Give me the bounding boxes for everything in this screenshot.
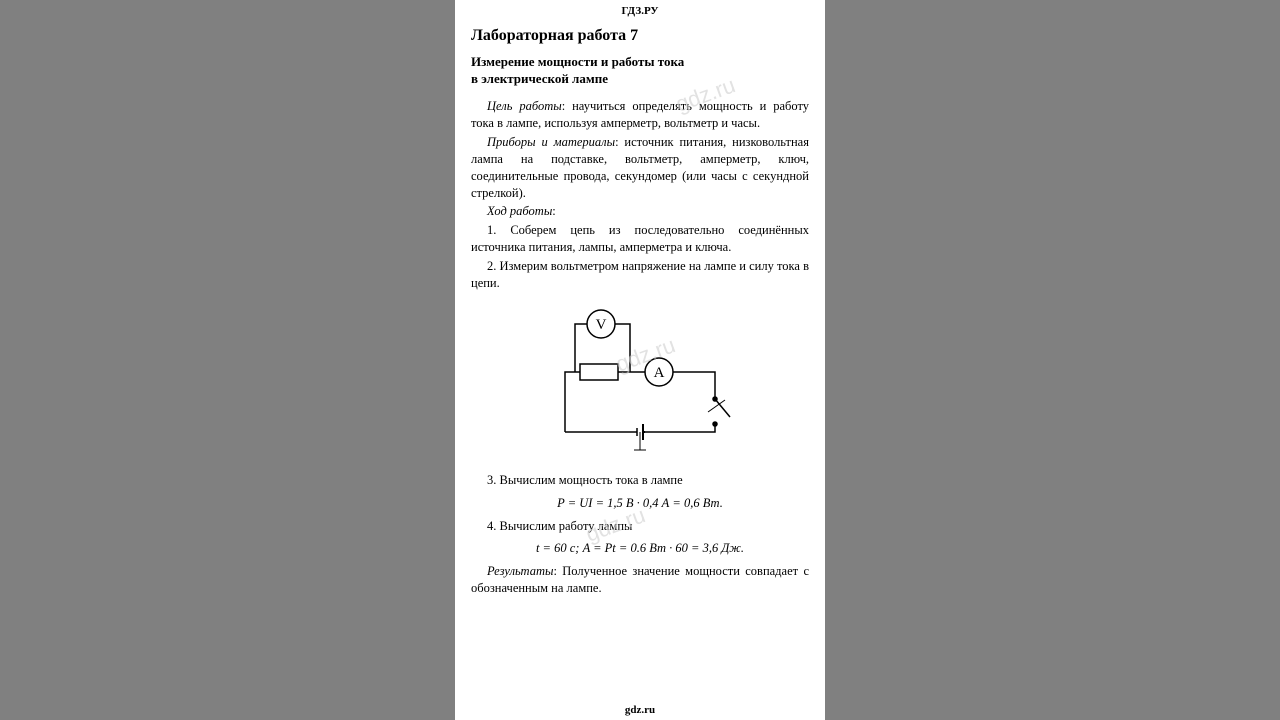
step-4: 4. Вычислим работу лампы <box>471 518 809 535</box>
step-3: 3. Вычислим мощность тока в лампе <box>471 472 809 489</box>
goal-paragraph: Цель работы: научиться определять мощнос… <box>471 98 809 132</box>
lab-title: Лабораторная работа 7 <box>471 25 809 47</box>
subtitle-line1: Измерение мощности и работы тока <box>471 54 684 69</box>
site-header: ГДЗ.РУ <box>471 4 809 19</box>
circuit-diagram: V A <box>525 302 755 462</box>
ammeter-label: A <box>654 365 665 381</box>
procedure-heading: Ход работы: <box>471 203 809 220</box>
step-2: 2. Измерим вольтметром напряжение на лам… <box>471 258 809 292</box>
subtitle-line2: в электрической лампе <box>471 71 608 86</box>
formula-power: P = UI = 1,5 В · 0,4 А = 0,6 Вт. <box>471 495 809 512</box>
procedure-label: Ход работы <box>487 204 552 218</box>
voltmeter-label: V <box>596 317 607 333</box>
document-page: gdz.ru gdz.ru gdz.ru ГДЗ.РУ Лабораторная… <box>455 0 825 720</box>
results-label: Результаты <box>487 564 553 578</box>
goal-label: Цель работы <box>487 99 562 113</box>
lab-subtitle: Измерение мощности и работы тока в элект… <box>471 54 809 88</box>
materials-label: Приборы и материалы <box>487 135 615 149</box>
step-1: 1. Соберем цепь из последовательно соеди… <box>471 222 809 256</box>
formula-work: t = 60 с; A = Pt = 0.6 Вт · 60 = 3,6 Дж. <box>471 540 809 557</box>
site-footer: gdz.ru <box>455 703 825 718</box>
materials-paragraph: Приборы и материалы: источник питания, н… <box>471 134 809 202</box>
results-paragraph: Результаты: Полученное значение мощности… <box>471 563 809 597</box>
